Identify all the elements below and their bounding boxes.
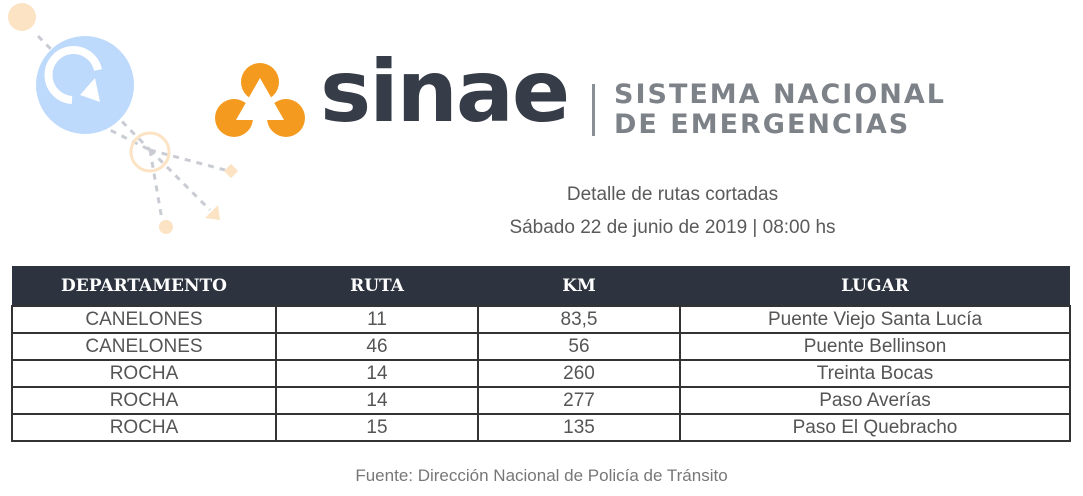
table-row: CANELONES 11 83,5 Puente Viejo Santa Lucía <box>11 305 1071 334</box>
tagline-line-1: SISTEMA NACIONAL <box>614 79 946 110</box>
table-cell: ROCHA <box>11 413 277 442</box>
table-cell: ROCHA <box>11 359 277 388</box>
col-header: LUGAR <box>680 266 1070 306</box>
table-row: CANELONES 46 56 Puente Bellinson <box>11 332 1071 361</box>
col-header: DEPARTAMENTO <box>12 266 276 306</box>
table-cell: Paso Averías <box>679 386 1071 415</box>
brand-name: sinae <box>320 42 570 142</box>
table-row: ROCHA 15 135 Paso El Quebracho <box>11 413 1071 442</box>
table-cell: Puente Bellinson <box>679 332 1071 361</box>
table-cell: 83,5 <box>477 305 681 334</box>
table-cell: Puente Viejo Santa Lucía <box>679 305 1071 334</box>
table-cell: 15 <box>275 413 479 442</box>
col-header: KM <box>478 266 680 306</box>
table-cell: ROCHA <box>11 386 277 415</box>
table-header: DEPARTAMENTO RUTA KM LUGAR <box>12 266 1070 306</box>
divider <box>592 84 595 136</box>
table-cell: 260 <box>477 359 681 388</box>
sinae-logo-icon <box>215 63 305 137</box>
tagline-line-2: DE EMERGENCIAS <box>614 109 911 140</box>
table-cell: Paso El Quebracho <box>679 413 1071 442</box>
table-cell: CANELONES <box>11 305 277 334</box>
table-cell: 11 <box>275 305 479 334</box>
decorative-graphic <box>8 3 239 234</box>
source-note: Fuente: Dirección Nacional de Policía de… <box>355 466 728 485</box>
table-cell: 14 <box>275 386 479 415</box>
closed-routes-table: DEPARTAMENTO RUTA KM LUGAR CANELONES 11 83… <box>11 266 1071 442</box>
col-header: RUTA <box>276 266 478 306</box>
table-cell: 14 <box>275 359 479 388</box>
table-cell: 46 <box>275 332 479 361</box>
report-title: Detalle de rutas cortadas <box>566 184 779 205</box>
table-cell: Treinta Bocas <box>679 359 1071 388</box>
table-row: ROCHA 14 277 Paso Averías <box>11 386 1071 415</box>
tagline: SISTEMA NACIONAL DE EMERGENCIAS <box>614 80 946 140</box>
table-cell: 277 <box>477 386 681 415</box>
table-row: ROCHA 14 260 Treinta Bocas <box>11 359 1071 388</box>
table-cell: 56 <box>477 332 681 361</box>
table-cell: CANELONES <box>11 332 277 361</box>
report-date: Sábado 22 de junio de 2019 | 08:00 hs <box>509 217 836 238</box>
table-cell: 135 <box>477 413 681 442</box>
